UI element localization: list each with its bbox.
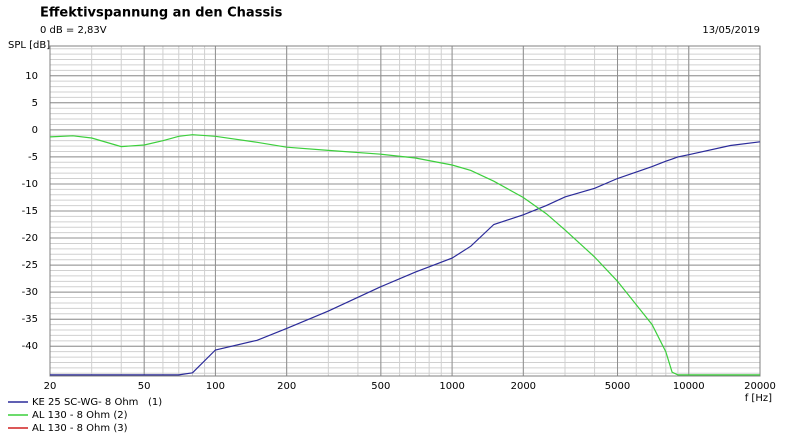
x-tick-label: 50 bbox=[138, 381, 151, 392]
legend-label: KE 25 SC-WG- 8 Ohm (1) bbox=[32, 397, 162, 408]
x-tick-label: 1000 bbox=[439, 381, 464, 392]
y-tick-label: -40 bbox=[22, 341, 38, 352]
y-tick-label: -10 bbox=[22, 179, 38, 190]
y-tick-label: 5 bbox=[32, 98, 38, 109]
x-tick-label: 2000 bbox=[511, 381, 536, 392]
series-line bbox=[50, 141, 761, 376]
y-tick-label: 0 bbox=[32, 125, 38, 136]
legend-label: AL 130 - 8 Ohm (2) bbox=[32, 410, 128, 421]
x-axis-label: f [Hz] bbox=[745, 393, 772, 404]
y-tick-label: -5 bbox=[28, 152, 38, 163]
y-tick-label: -35 bbox=[22, 314, 38, 325]
chart-subtitle: 0 dB = 2,83V bbox=[40, 25, 107, 36]
chart-title: Effektivspannung an den Chassis bbox=[40, 6, 283, 21]
x-tick-label: 20 bbox=[44, 381, 57, 392]
y-axis-label: SPL [dB] bbox=[8, 40, 50, 51]
y-tick-label: -15 bbox=[22, 206, 38, 217]
y-tick-label: -30 bbox=[22, 287, 38, 298]
y-tick-label: 10 bbox=[25, 71, 38, 82]
y-tick-label: -25 bbox=[22, 260, 38, 271]
series-line bbox=[49, 134, 760, 376]
legend-label: AL 130 - 8 Ohm (3) bbox=[32, 423, 128, 434]
x-tick-label: 20000 bbox=[744, 381, 776, 392]
plot-frame bbox=[49, 45, 761, 377]
x-tick-label: 200 bbox=[277, 381, 296, 392]
x-tick-label: 5000 bbox=[605, 381, 630, 392]
x-tick-label: 10000 bbox=[673, 381, 705, 392]
x-tick-label: 100 bbox=[206, 381, 225, 392]
y-tick-label: -20 bbox=[22, 233, 38, 244]
date: 13/05/2019 bbox=[702, 25, 760, 36]
x-tick-label: 500 bbox=[371, 381, 390, 392]
